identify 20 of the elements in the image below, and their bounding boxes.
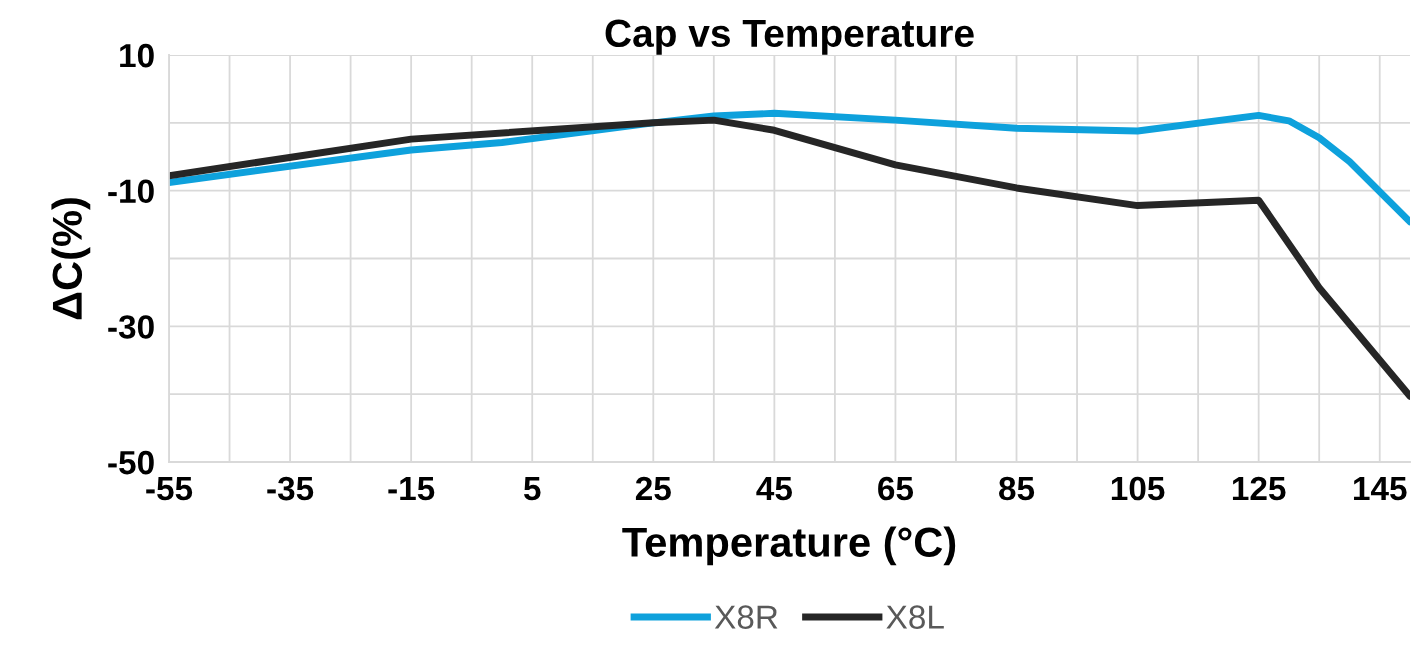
x-tick-label: 125 (1232, 476, 1286, 501)
x-tick-label: -35 (267, 476, 314, 501)
chart-title: Cap vs Temperature (605, 19, 974, 55)
x-tick-label: 85 (999, 476, 1035, 501)
x-tick-label: -15 (388, 477, 435, 501)
y-tick-label: -50 (108, 450, 154, 475)
y-tick-label: -30 (108, 315, 154, 339)
x-tick-label: 5 (523, 477, 541, 501)
x-tick-label: 45 (756, 477, 792, 501)
y-tick-label: -10 (108, 179, 154, 204)
x-axis-title: Temperature (°C) (622, 526, 956, 566)
x-tick-label: 25 (635, 476, 671, 501)
y-tick-label: 10 (120, 43, 154, 68)
x-tick-label: 105 (1111, 476, 1165, 501)
x-tick-label: -55 (146, 477, 193, 501)
x-tick-label: 65 (878, 476, 914, 501)
x-tick-label: 145 (1354, 477, 1407, 501)
legend-label: X8L (886, 605, 944, 629)
legend-label: X8R (714, 605, 778, 629)
y-axis-title: ΔC(%) (51, 198, 91, 320)
